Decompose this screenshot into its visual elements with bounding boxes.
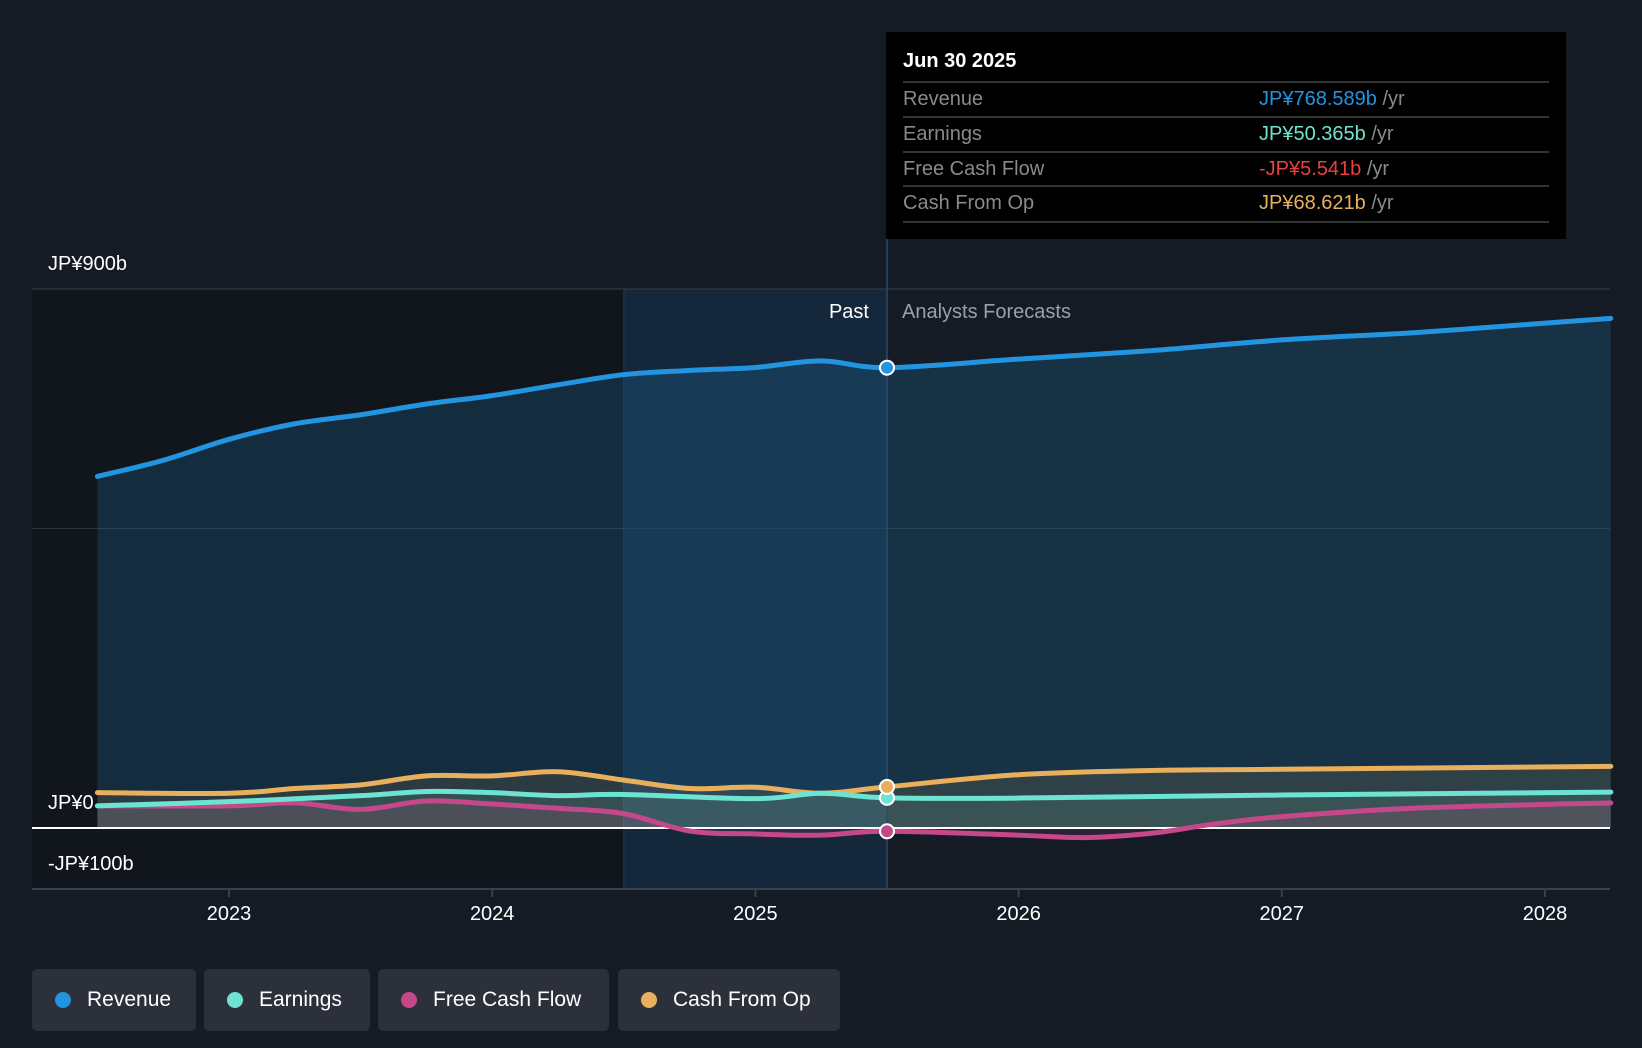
tooltip-value: JP¥68.621b xyxy=(1259,192,1366,214)
tooltip-label: Revenue xyxy=(903,88,984,110)
tooltip-row-cfo: Cash From Op JP¥68.621b /yr xyxy=(903,185,1549,223)
legend-label: Free Cash Flow xyxy=(433,988,582,1011)
x-tick-label: 2025 xyxy=(733,903,778,925)
x-tick-label: 2027 xyxy=(1259,903,1305,925)
forecast-label: Analysts Forecasts xyxy=(902,301,1071,323)
tooltip-value: -JP¥5.541b xyxy=(1259,158,1362,180)
legend-label: Earnings xyxy=(259,988,342,1011)
tooltip-date: Jun 30 2025 xyxy=(903,50,1017,72)
y-tick-label: JP¥900b xyxy=(48,253,127,275)
free-cash-flow-line xyxy=(94,798,1614,841)
legend-revenue[interactable]: Revenue xyxy=(32,969,196,1031)
tooltip-row-fcf: Free Cash Flow -JP¥5.541b /yr xyxy=(903,151,1549,187)
cash-from-op-line xyxy=(94,763,1614,796)
x-tick-label: 2023 xyxy=(206,903,252,925)
y-tick-label: -JP¥100b xyxy=(48,853,134,875)
earnings-dot-icon xyxy=(227,992,243,1008)
cash-from-op-point xyxy=(879,778,895,795)
y-tick-label: JP¥0 xyxy=(48,792,94,814)
x-tick-label: 2026 xyxy=(996,903,1041,925)
tooltip-label: Cash From Op xyxy=(903,192,1035,214)
tooltip-row-revenue: Revenue JP¥768.589b /yr xyxy=(903,81,1549,117)
revenue-line xyxy=(94,315,1614,479)
tooltip-label: Free Cash Flow xyxy=(903,158,1045,180)
revenue-dot-icon xyxy=(55,992,71,1008)
tooltip-label: Earnings xyxy=(903,123,982,145)
tooltip-unit: /yr xyxy=(1371,123,1394,145)
x-tick-label: 2028 xyxy=(1522,903,1568,925)
tooltip-unit: /yr xyxy=(1382,88,1405,110)
legend-free-cash-flow[interactable]: Free Cash Flow xyxy=(378,969,609,1031)
free-cash-flow-point xyxy=(879,823,895,840)
legend-label: Revenue xyxy=(87,988,172,1011)
legend-label: Cash From Op xyxy=(673,988,811,1011)
tooltip-unit: /yr xyxy=(1366,158,1390,180)
cfo-dot-icon xyxy=(641,992,657,1008)
legend-cash-from-op[interactable]: Cash From Op xyxy=(618,969,840,1031)
tooltip-row-earnings: Earnings JP¥50.365b /yr xyxy=(903,116,1549,152)
tooltip-value: JP¥50.365b xyxy=(1259,123,1366,145)
fcf-dot-icon xyxy=(401,992,417,1008)
past-label: Past xyxy=(828,301,869,323)
free-cash-flow-area xyxy=(97,800,1611,838)
tooltip-value: JP¥768.589b xyxy=(1259,88,1377,110)
tooltip-unit: /yr xyxy=(1371,192,1394,214)
tooltip: Jun 30 2025 Revenue JP¥768.589b /yr Earni… xyxy=(886,32,1566,239)
x-tick-label: 2024 xyxy=(469,903,515,925)
legend-earnings[interactable]: Earnings xyxy=(204,969,370,1031)
revenue-point xyxy=(879,359,895,376)
revenue-area xyxy=(97,318,1611,828)
earnings-line xyxy=(94,788,1614,809)
